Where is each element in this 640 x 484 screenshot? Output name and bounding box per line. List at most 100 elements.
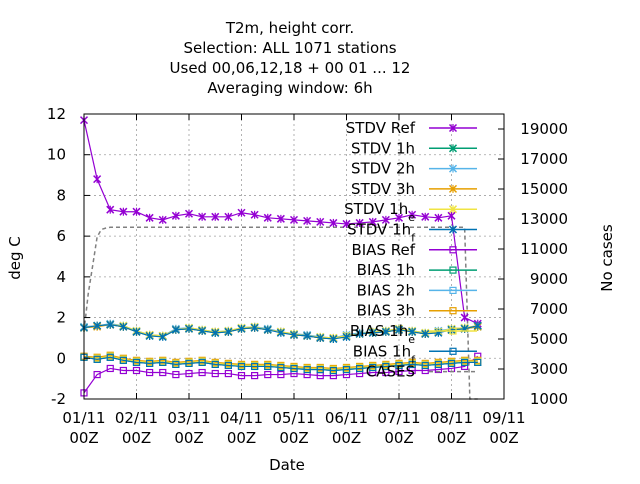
data-point [434, 213, 443, 222]
data-point [224, 361, 232, 370]
y-tick-label: 6 [56, 227, 66, 245]
x-tick-label-date: 09/11 [482, 409, 525, 427]
legend-entry: STDV 1h [351, 139, 477, 157]
legend-entry: STDV 1hf [347, 221, 477, 245]
x-tick-label-date: 05/11 [272, 409, 315, 427]
grid [84, 114, 504, 399]
legend-label: BIAS 1h [357, 261, 415, 279]
data-point [329, 366, 337, 375]
data-point [132, 358, 141, 366]
series-bias-1h-f [80, 353, 482, 375]
y-tick-label: 2 [56, 309, 66, 327]
series-bias-ref [80, 352, 482, 397]
data-point [146, 359, 154, 367]
data-point [303, 331, 312, 340]
data-point [342, 365, 351, 374]
data-point [408, 210, 417, 219]
x-tick-label-time: 00Z [279, 429, 308, 447]
legend-entry: STDV 2h [351, 160, 477, 178]
y2-tick-label: 15000 [520, 180, 568, 198]
data-point [237, 324, 246, 333]
data-point [106, 353, 114, 361]
legend-label: STDV 2h [351, 160, 415, 178]
data-point [449, 246, 457, 254]
legend-label: STDV 1h [351, 139, 415, 157]
data-point [368, 217, 377, 226]
x-tick-label-date: 06/11 [325, 409, 368, 427]
data-point [93, 321, 102, 330]
y2-tick-label: 19000 [520, 120, 568, 138]
x-tick-label-time: 00Z [489, 429, 518, 447]
x-tick-label-time: 00Z [332, 429, 361, 447]
y2-tick-label: 3000 [530, 360, 568, 378]
y2-tick-label: 5000 [530, 330, 568, 348]
data-point [303, 365, 311, 374]
data-point [93, 175, 102, 184]
x-tick-label-time: 00Z [437, 429, 466, 447]
y-axis-label: deg C [6, 236, 24, 280]
data-point [448, 164, 458, 173]
data-point [171, 211, 180, 220]
data-point [198, 326, 207, 335]
y2-axis-ticks: 1000 3000 5000 7000 9000 11000 13000 15000 17000… [498, 120, 568, 408]
y2-axis-label: No cases [598, 224, 616, 292]
x-tick-label-date: 07/11 [377, 409, 420, 427]
data-point [329, 218, 338, 227]
y-tick-label: 8 [56, 186, 66, 204]
y-tick-label: 12 [47, 105, 66, 123]
legend-entry: BIAS Ref [351, 241, 477, 259]
data-point [448, 144, 458, 153]
data-point [198, 368, 206, 377]
x-tick-label-time: 00Z [174, 429, 203, 447]
x-tick-label-time: 00Z [122, 429, 151, 447]
data-point [263, 213, 272, 222]
data-point [264, 362, 272, 371]
title-line: T2m, height corr. [225, 19, 354, 37]
y2-tick-label: 1000 [530, 390, 568, 408]
data-point [250, 210, 259, 219]
data-point [184, 209, 194, 218]
x-tick-label-time: 00Z [69, 429, 98, 447]
y-tick-label: -2 [51, 390, 66, 408]
data-point [106, 364, 114, 373]
data-point [394, 213, 404, 222]
y-tick-label: 10 [47, 146, 66, 164]
title-line: Averaging window: 6h [207, 79, 372, 97]
legend-entry: STDV 1he [344, 200, 477, 224]
data-point [119, 366, 127, 375]
data-point [185, 359, 193, 367]
series-line [83, 355, 478, 371]
legend-entry: STDV 3h [351, 180, 477, 198]
data-point [132, 207, 141, 216]
legend-label: STDV 1hf [347, 221, 416, 245]
data-point [449, 266, 457, 274]
series-stdv-1h-f [79, 320, 482, 343]
data-point [434, 360, 442, 368]
chart-title: T2m, height corr. Selection: ALL 1071 sta… [170, 19, 411, 97]
data-point [447, 211, 456, 220]
series-stdv-ref [79, 116, 482, 328]
data-point [276, 214, 285, 223]
series-line [83, 356, 478, 372]
plot-frame [83, 113, 505, 400]
data-point [237, 208, 246, 217]
data-point [158, 332, 167, 341]
data-point [382, 362, 390, 371]
data-point [395, 361, 403, 370]
data-point [145, 213, 154, 222]
data-point [211, 212, 220, 221]
y2-tick-label: 17000 [520, 150, 568, 168]
data-point [132, 366, 141, 375]
legend-label: BIAS 1he [350, 322, 415, 346]
data-point [119, 322, 128, 331]
data-point [251, 371, 259, 380]
data-point [264, 370, 272, 379]
data-point [381, 327, 390, 336]
x-axis-ticks: 01/11 00Z 02/11 00Z 03/11 00Z 04/11 00Z 05/11 00Z… [62, 114, 526, 447]
data-point [316, 217, 325, 226]
legend-label: STDV Ref [346, 119, 416, 137]
data-point [316, 365, 324, 374]
data-point [198, 358, 206, 366]
data-point [159, 358, 167, 366]
